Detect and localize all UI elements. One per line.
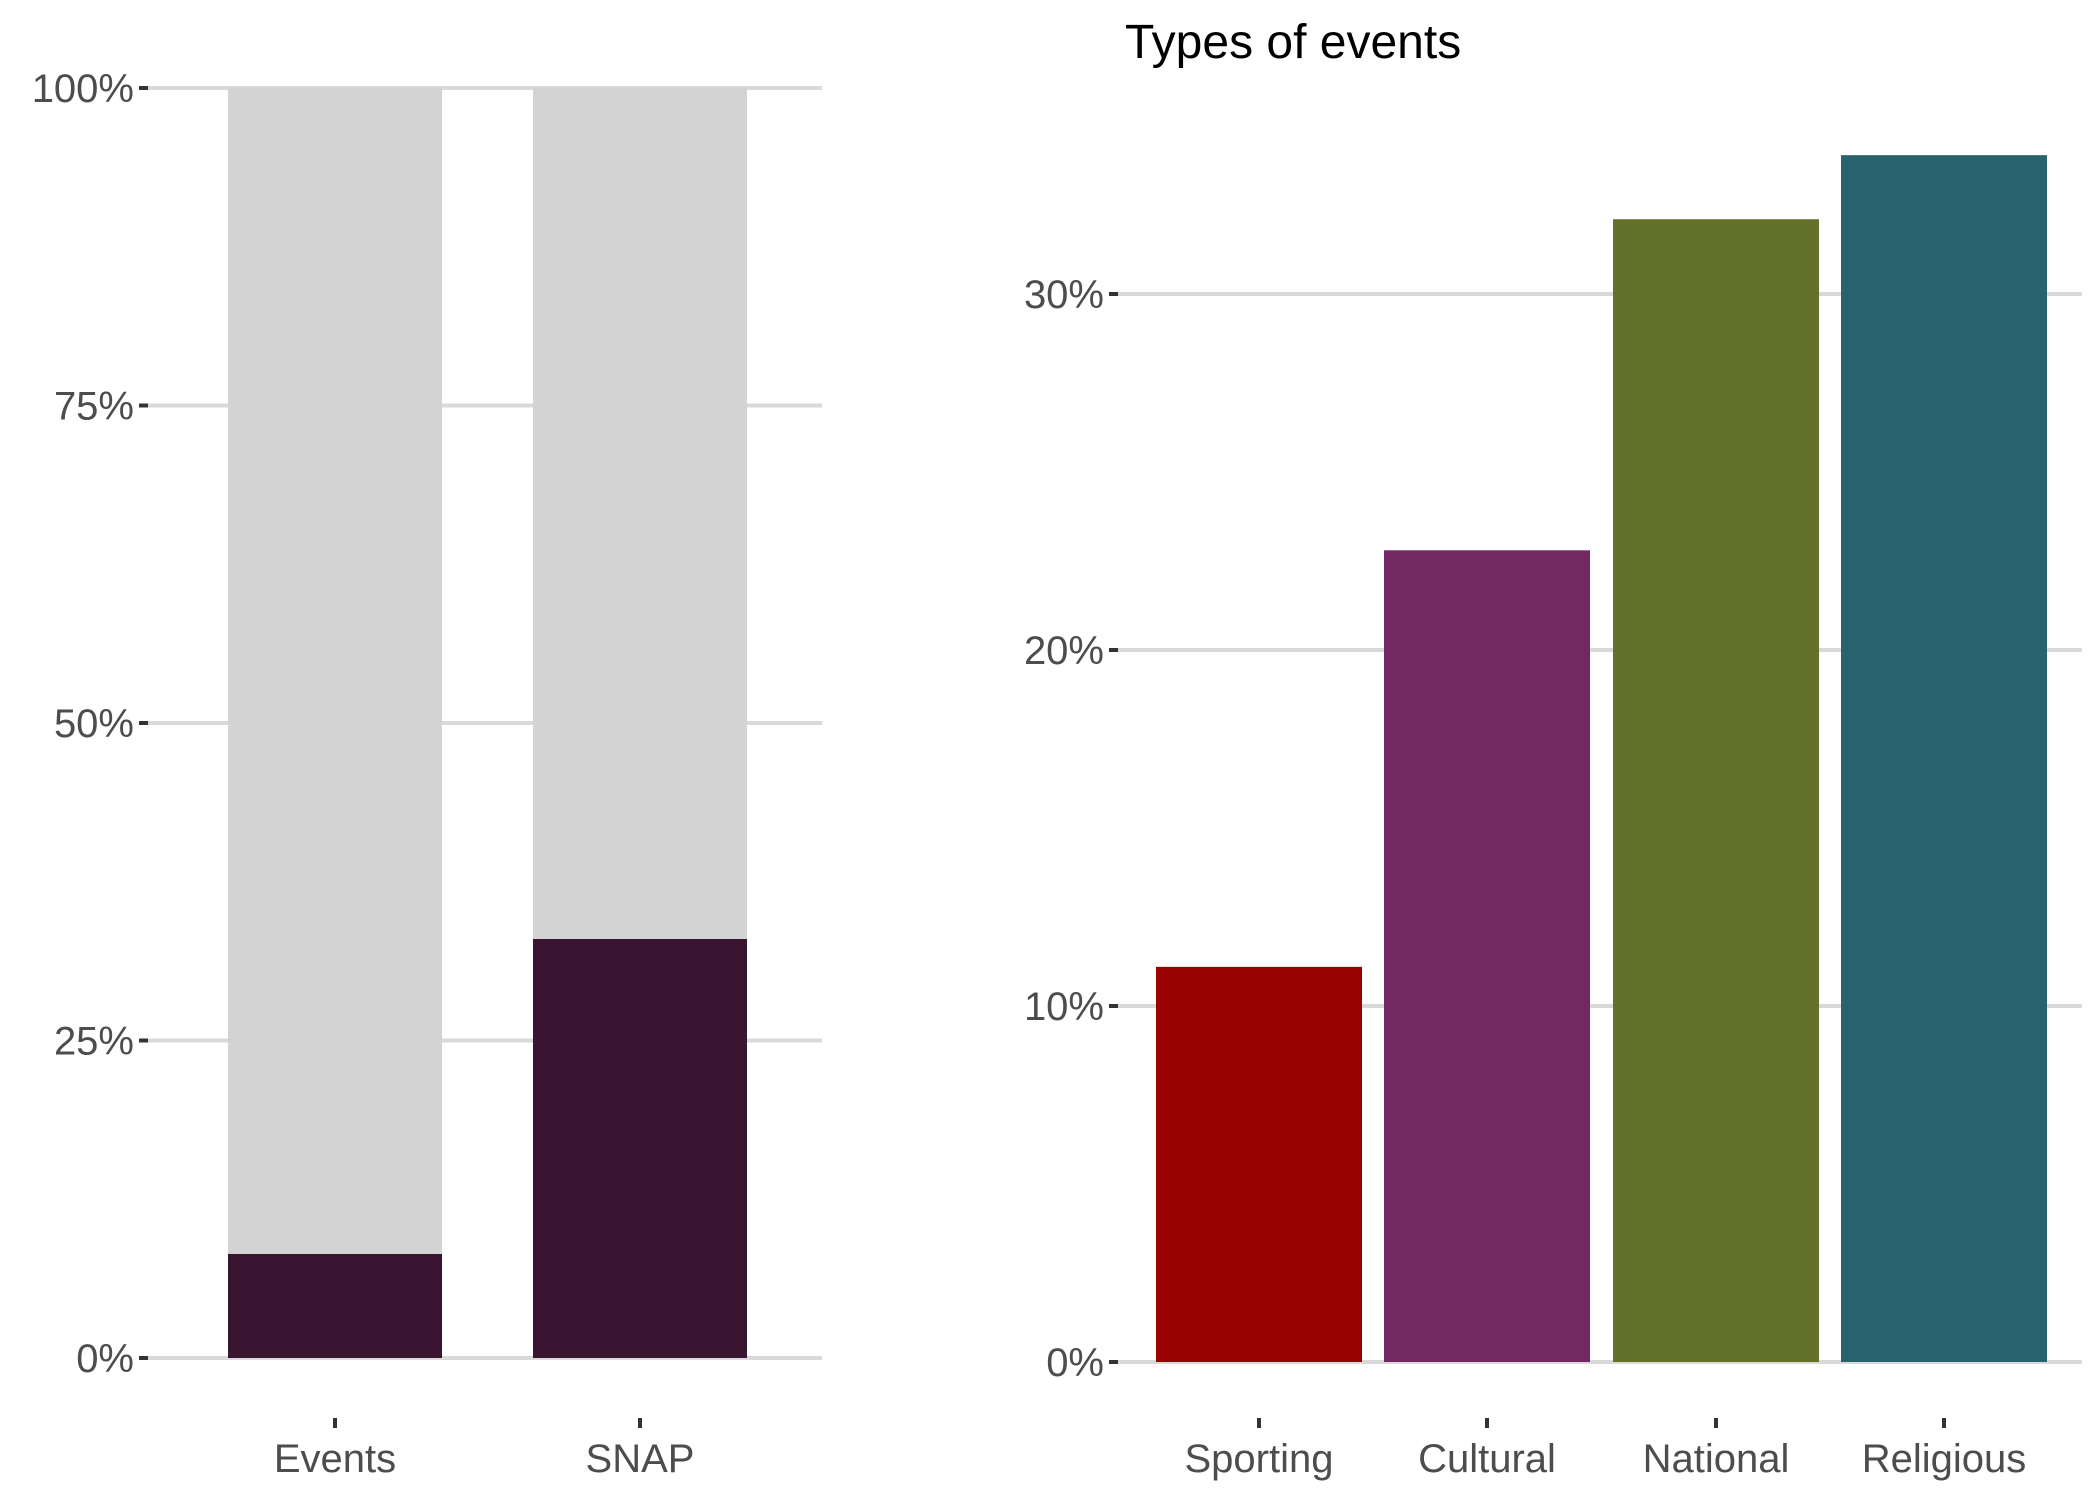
y-tick-label: 25%: [54, 1020, 134, 1064]
y-tick-label: 0%: [1046, 1341, 1104, 1385]
bar-remainder: [533, 88, 747, 939]
right-panel-types-chart: Types of events 0% 10% 20% 30% Sporting Cultu…: [1024, 16, 2082, 1481]
bar-cultural: [1384, 550, 1590, 1362]
y-tick-label: 10%: [1024, 985, 1104, 1029]
y-tick-label: 20%: [1024, 629, 1104, 673]
x-tick-label: SNAP: [586, 1437, 695, 1481]
y-tick-label: 30%: [1024, 273, 1104, 317]
chart-title: Types of events: [1125, 16, 1461, 69]
bar-remainder: [228, 88, 442, 1254]
left-panel-share-chart: 0% 25% 50% 75% 100% Events SNAP: [32, 67, 822, 1481]
y-tick-label: 75%: [54, 385, 134, 429]
y-tick-label: 100%: [32, 67, 134, 111]
x-tick-label: Religious: [1862, 1437, 2027, 1481]
x-tick-label: National: [1643, 1437, 1790, 1481]
x-tick-label: Sporting: [1185, 1437, 1334, 1481]
bar-religious: [1841, 155, 2047, 1362]
bar-share: [228, 1253, 442, 1358]
bar-national: [1613, 219, 1819, 1363]
x-tick-label: Events: [274, 1437, 396, 1481]
x-tick-label: Cultural: [1418, 1437, 1556, 1481]
bar-sporting: [1156, 966, 1362, 1362]
y-tick-label: 0%: [76, 1337, 134, 1381]
y-tick-label: 50%: [54, 702, 134, 746]
bar-share: [533, 938, 747, 1358]
